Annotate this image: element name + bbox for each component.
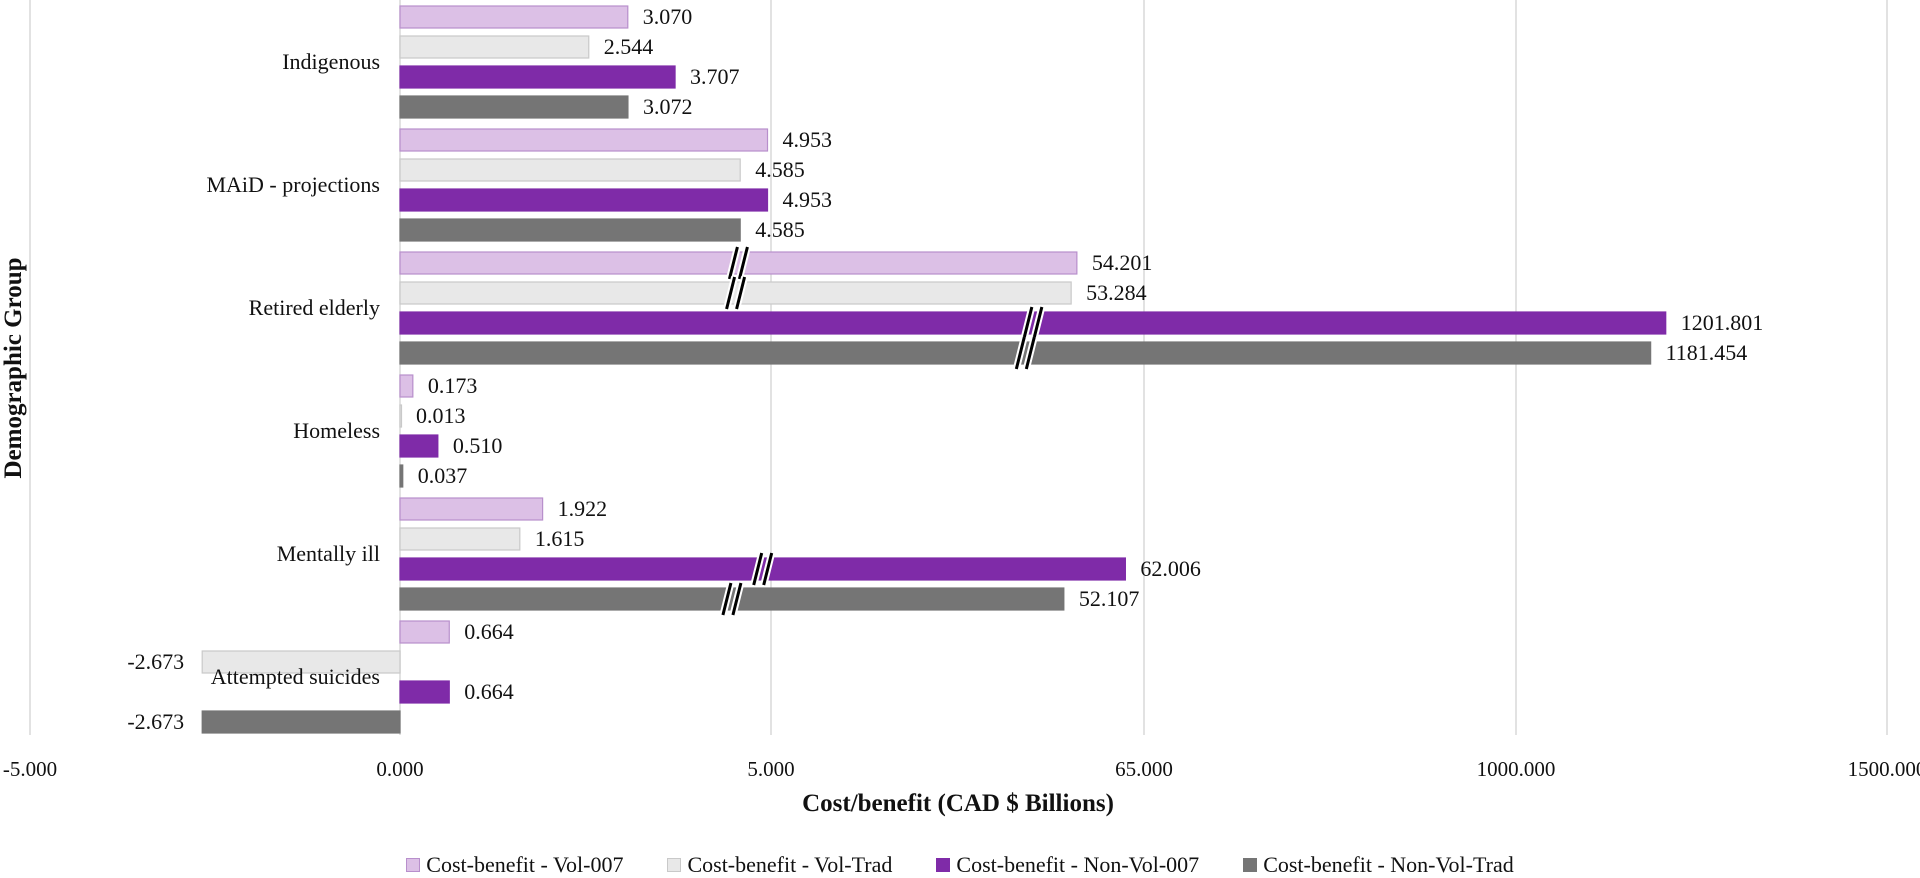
legend-label: Cost-benefit - Non-Vol-Trad: [1263, 852, 1514, 877]
data-label: 53.284: [1086, 280, 1147, 305]
category-label: Mentally ill: [277, 541, 380, 566]
data-label: 1.615: [535, 526, 585, 551]
legend-label: Cost-benefit - Non-Vol-007: [956, 852, 1200, 877]
data-label: 52.107: [1079, 586, 1140, 611]
legend-item[interactable]: Cost-benefit - Non-Vol-Trad: [1243, 852, 1514, 878]
data-label: 0.173: [428, 373, 478, 398]
data-label: 3.070: [643, 4, 693, 29]
break-mark: [725, 276, 737, 310]
bar[interactable]: [399, 680, 450, 704]
legend-swatch: [406, 858, 421, 872]
category-label: Homeless: [293, 418, 380, 443]
x-tick-label: 1500.000: [1848, 757, 1920, 781]
data-label: 1.922: [558, 496, 608, 521]
bar[interactable]: [399, 374, 414, 398]
data-label: 4.953: [783, 127, 833, 152]
break-mark: [762, 552, 774, 586]
legend-swatch: [1243, 858, 1258, 872]
bar[interactable]: [399, 65, 676, 89]
category-labels: Indigenous MAiD - projections Retired elde…: [206, 49, 380, 689]
gridlines: [29, 0, 1888, 735]
bar[interactable]: [399, 95, 629, 119]
data-label: 62.006: [1140, 556, 1201, 581]
x-tick-label: 1000.000: [1477, 757, 1556, 781]
data-label: 1181.454: [1666, 340, 1748, 365]
break-mark: [1032, 306, 1044, 340]
bar[interactable]: [399, 464, 404, 488]
legend-item[interactable]: Cost-benefit - Vol-Trad: [667, 852, 892, 878]
data-label: 1201.801: [1681, 310, 1764, 335]
bar[interactable]: [399, 434, 439, 458]
bar[interactable]: [399, 620, 450, 644]
data-label: 54.201: [1092, 250, 1153, 275]
break-mark: [721, 582, 733, 616]
data-label: -2.673: [127, 649, 184, 674]
legend-swatch: [936, 858, 951, 872]
x-tick-label: 5.000: [747, 757, 794, 781]
data-label: 0.037: [418, 463, 468, 488]
bar[interactable]: [201, 650, 401, 674]
bar[interactable]: [399, 5, 629, 29]
x-tick-label: 65.000: [1115, 757, 1173, 781]
data-label: 0.013: [416, 403, 466, 428]
bar[interactable]: [399, 404, 403, 428]
x-tick-labels: -5.000 0.000 5.000 65.000 1000.000 1500.000: [3, 757, 1920, 781]
bar[interactable]: [399, 527, 521, 551]
break-mark: [727, 246, 739, 280]
bar[interactable]: [399, 128, 769, 152]
category-label: Attempted suicides: [211, 664, 380, 689]
data-label: 0.510: [453, 433, 503, 458]
x-axis-title: Cost/benefit (CAD $ Billions): [802, 790, 1114, 817]
bar[interactable]: [399, 158, 741, 182]
x-tick-label: 0.000: [376, 757, 423, 781]
break-mark: [735, 276, 747, 310]
axis-break-marks: [719, 246, 1046, 616]
data-label: 0.664: [464, 679, 514, 704]
data-label: 4.585: [755, 217, 805, 242]
legend-label: Cost-benefit - Vol-Trad: [687, 852, 893, 877]
legend-label: Cost-benefit - Vol-007: [426, 852, 624, 877]
data-label: 4.953: [783, 187, 833, 212]
bar[interactable]: [201, 710, 401, 734]
bar[interactable]: [399, 188, 769, 212]
legend-item[interactable]: Cost-benefit - Vol-007: [406, 852, 623, 878]
break-mark: [1024, 336, 1036, 370]
x-tick-label: -5.000: [3, 757, 57, 781]
data-label: 0.664: [464, 619, 514, 644]
legend: Cost-benefit - Vol-007 Cost-benefit - Vo…: [0, 852, 1920, 878]
bar[interactable]: [399, 497, 544, 521]
data-label: -2.673: [127, 709, 184, 734]
break-mark: [752, 552, 764, 586]
category-label: MAiD - projections: [206, 172, 380, 197]
bars: [201, 5, 1667, 734]
data-label: 4.585: [755, 157, 805, 182]
bar[interactable]: [399, 218, 741, 242]
break-mark: [737, 246, 749, 280]
data-label: 2.544: [604, 34, 654, 59]
legend-item[interactable]: Cost-benefit - Non-Vol-007: [936, 852, 1199, 878]
legend-swatch: [667, 858, 682, 872]
category-label: Indigenous: [282, 49, 380, 74]
data-labels: 3.070 2.544 3.707 3.072 4.953 4.585 4.953 4.585…: [127, 4, 1763, 734]
y-axis-title: Demographic Group: [0, 257, 27, 478]
break-mark: [1014, 336, 1026, 370]
category-label: Retired elderly: [249, 295, 380, 320]
data-label: 3.707: [690, 64, 740, 89]
break-mark: [1022, 306, 1034, 340]
break-mark: [731, 582, 743, 616]
bar[interactable]: [399, 35, 590, 59]
data-label: 3.072: [643, 94, 693, 119]
